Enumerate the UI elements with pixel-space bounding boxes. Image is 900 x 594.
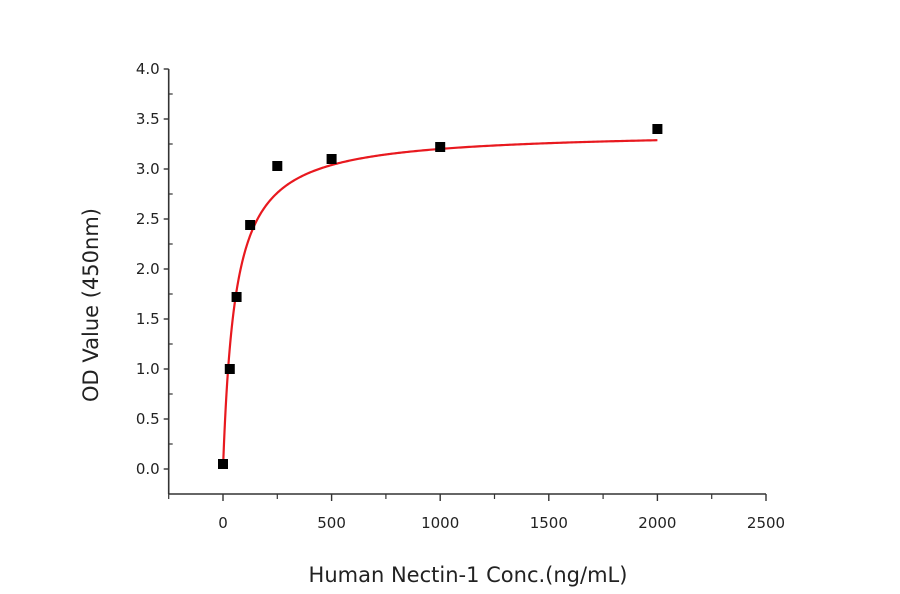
y-tick-label: 4.0 (136, 60, 160, 78)
y-tick-label: 3.5 (136, 110, 160, 128)
data-point (272, 161, 283, 171)
y-tick-label: 2.5 (136, 210, 160, 228)
y-tick-label: 2.0 (136, 260, 160, 278)
data-point (326, 154, 337, 164)
data-points (218, 124, 663, 469)
y-axis-title: OD Value (450nm) (79, 208, 103, 402)
data-point (224, 364, 235, 374)
y-tick-label: 0.0 (136, 460, 160, 478)
data-point (231, 292, 242, 302)
data-point (218, 459, 228, 469)
y-tick-label: 3.0 (136, 160, 160, 178)
y-tick-label: 1.5 (136, 310, 160, 328)
data-point (435, 142, 446, 152)
data-point (652, 124, 663, 134)
y-axis-ticks: 0.0 0.5 1.0 1.5 2.0 2.5 3.0 3.5 4.0 (136, 60, 173, 478)
x-tick-label: 1500 (530, 514, 568, 532)
fit-curve (221, 139, 658, 469)
data-point (245, 220, 256, 230)
x-tick-label: 2000 (638, 514, 676, 532)
x-tick-label: 1000 (421, 514, 459, 532)
axes (167, 69, 766, 495)
y-tick-label: 0.5 (136, 410, 160, 428)
x-tick-label: 500 (317, 514, 346, 532)
fit-curve-path (221, 139, 658, 469)
x-axis-ticks: 0 500 1000 1500 2000 2500 (168, 494, 785, 532)
x-axis-title: Human Nectin-1 Conc.(ng/mL) (309, 563, 628, 587)
x-tick-label: 0 (218, 514, 228, 532)
y-tick-label: 1.0 (136, 360, 160, 378)
x-tick-label: 2500 (747, 514, 785, 532)
